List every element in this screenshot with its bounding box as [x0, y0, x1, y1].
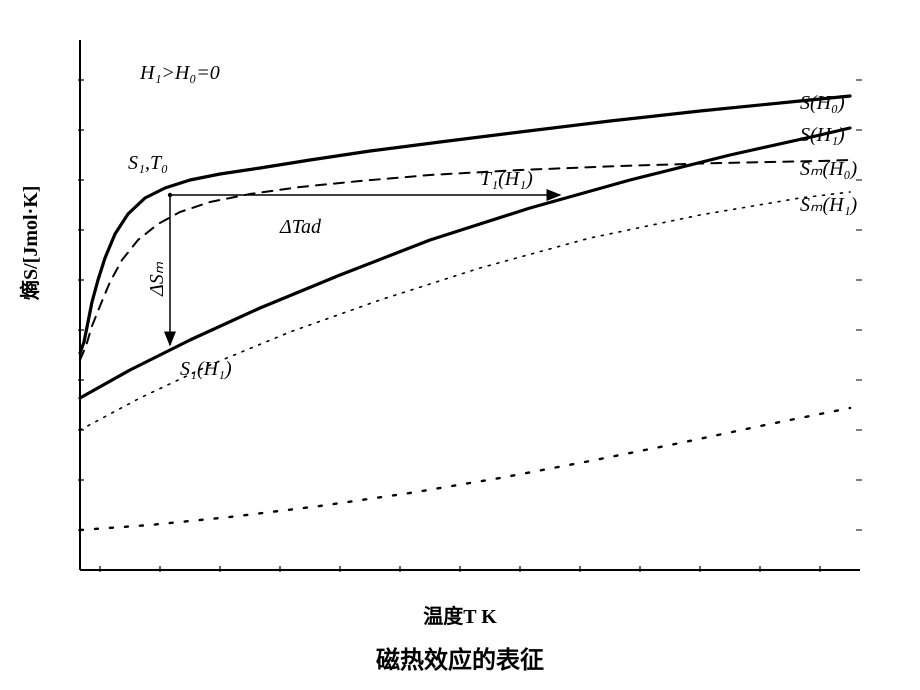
point-S1-T0-label: S₁,T₀: [128, 152, 168, 175]
delta-Tad-label: ΔTad: [280, 216, 321, 239]
entropy-chart: [0, 0, 920, 690]
node-S1T0: [168, 193, 172, 197]
condition-label: H₁>H₀=0: [140, 62, 220, 85]
point-S1-H1-label: S₁(H₁): [180, 358, 232, 381]
series-label-S-H0: S(H₀): [800, 92, 845, 115]
point-T1-H1-label: T₁(H₁): [480, 168, 533, 191]
series-S_H0: [80, 96, 850, 353]
y-axis-label: 熵S/[Jmol·K]: [14, 186, 43, 300]
series-Sm_H0: [80, 160, 850, 360]
series-label-S-H1: S(H₁): [800, 124, 845, 147]
figure-caption: 磁热效应的表征: [0, 640, 920, 675]
series-lattice: [80, 408, 850, 530]
series-label-Sm-H0: Sₘ(H₀): [800, 156, 857, 181]
x-axis-label: 温度T K: [0, 600, 920, 629]
figure-root: 熵S/[Jmol·K] 温度T K 磁热效应的表征 H₁>H₀=0 S₁,T₀ …: [0, 0, 920, 690]
delta-Sm-label: ΔSₘ: [144, 262, 169, 296]
series-label-Sm-H1: Sₘ(H₁): [800, 192, 857, 217]
